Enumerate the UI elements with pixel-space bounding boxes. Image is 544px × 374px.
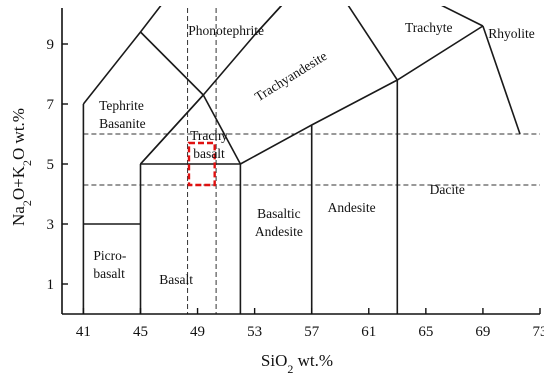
y-axis-title-part-2: 2 bbox=[20, 200, 34, 206]
field-label-basaltic-andesite-line-2: Andesite bbox=[255, 224, 303, 239]
y-axis-title-part-3: O+K bbox=[9, 165, 28, 200]
field-label-phonotephrite-line-1: Phonotephrite bbox=[188, 23, 264, 38]
sample-range bbox=[187, 141, 216, 187]
field-label-trachyte-line-1: Trachyte bbox=[405, 20, 453, 35]
boundary-rhyolite-left bbox=[441, 6, 484, 27]
x-tick-label-61: 61 bbox=[361, 324, 376, 340]
y-tick-label-9: 9 bbox=[47, 37, 55, 53]
field-label-rhyolite: Rhyolite bbox=[488, 26, 535, 41]
y-tick-label-3: 3 bbox=[47, 217, 55, 233]
field-label-andesite-line-1: Andesite bbox=[328, 200, 376, 215]
y-tick-label-5: 5 bbox=[47, 157, 55, 173]
y-axis-title: Na2O+K2O wt.% bbox=[9, 108, 34, 226]
field-label-tephrite-basanite-line-1: Tephrite bbox=[99, 98, 144, 113]
field-label-trachyandesite: Trachyandesite bbox=[252, 48, 329, 104]
field-label-trachyandesite-line-1: Trachyandesite bbox=[252, 48, 329, 104]
field-label-phonotephrite: Phonotephrite bbox=[188, 23, 264, 38]
boundary-trachyandesite-top bbox=[254, 6, 283, 36]
field-label-trachy-basalt-line-1: Trachy bbox=[190, 128, 228, 143]
field-boundaries bbox=[82, 6, 521, 314]
field-label-trachy-basalt-line-2: basalt bbox=[193, 146, 225, 161]
y-tick-label-1: 1 bbox=[47, 277, 55, 293]
field-label-rhyolite-line-1: Rhyolite bbox=[488, 26, 535, 41]
boundary-trachyte-left bbox=[347, 6, 398, 81]
y-axis-title-part-5: O wt.% bbox=[9, 108, 28, 160]
boundary-phonotephrite-left bbox=[139, 31, 204, 96]
field-label-basalt: Basalt bbox=[159, 272, 193, 287]
x-axis-title-part-1: SiO bbox=[261, 351, 287, 370]
x-axis-title: SiO2 wt.% bbox=[261, 351, 333, 374]
y-axis-title-part-4: 2 bbox=[20, 160, 34, 166]
field-label-picro-basalt: Picro-basalt bbox=[93, 248, 126, 281]
field-label-basaltic-andesite: Basaltic Andesite bbox=[255, 206, 303, 239]
field-label-picro-basalt-line-1: Picro- bbox=[93, 248, 126, 263]
field-label-picro-basalt-line-2: basalt bbox=[93, 266, 125, 281]
sample-range-box bbox=[187, 141, 216, 187]
field-label-dacite: Dacite bbox=[430, 182, 465, 197]
field-label-trachyte: Trachyte bbox=[405, 20, 453, 35]
axis-titles: SiO2 wt.%Na2O+K2O wt.% bbox=[9, 108, 333, 374]
field-label-tephrite-basanite-line-2: Basanite bbox=[99, 116, 146, 131]
field-label-dacite-line-1: Dacite bbox=[430, 182, 465, 197]
x-axis-title-part-2: 2 bbox=[287, 362, 293, 374]
boundary-trachybasalt-right bbox=[202, 94, 242, 165]
x-tick-label-57: 57 bbox=[304, 324, 320, 340]
boundary-trachyte-right bbox=[482, 25, 521, 135]
field-labels: Picro-basalt Basalt Basaltic Andesite Andesi… bbox=[93, 20, 534, 287]
boundary-tephrite-trachybasalt bbox=[139, 94, 204, 165]
field-label-trachy-basalt: Trachy basalt bbox=[190, 128, 228, 161]
x-tick-label-45: 45 bbox=[133, 324, 148, 340]
y-tick-label-7: 7 bbox=[47, 97, 55, 113]
field-label-basalt-line-1: Basalt bbox=[159, 272, 193, 287]
field-label-andesite: Andesite bbox=[328, 200, 376, 215]
x-tick-label-41: 41 bbox=[76, 324, 91, 340]
x-tick-label-53: 53 bbox=[247, 324, 262, 340]
x-axis-title-part-3: wt.% bbox=[293, 351, 333, 370]
boundary-tephrite-top bbox=[82, 6, 162, 105]
field-label-tephrite-basanite: Tephrite Basanite bbox=[99, 98, 146, 131]
y-axis-title-part-1: Na bbox=[9, 206, 28, 226]
x-tick-label-73: 73 bbox=[533, 324, 544, 340]
x-tick-label-65: 65 bbox=[418, 324, 433, 340]
field-label-basaltic-andesite-line-1: Basaltic bbox=[257, 206, 301, 221]
x-tick-label-49: 49 bbox=[190, 324, 205, 340]
boundary-alkaline-upper bbox=[240, 25, 484, 165]
x-tick-label-69: 69 bbox=[475, 324, 490, 340]
